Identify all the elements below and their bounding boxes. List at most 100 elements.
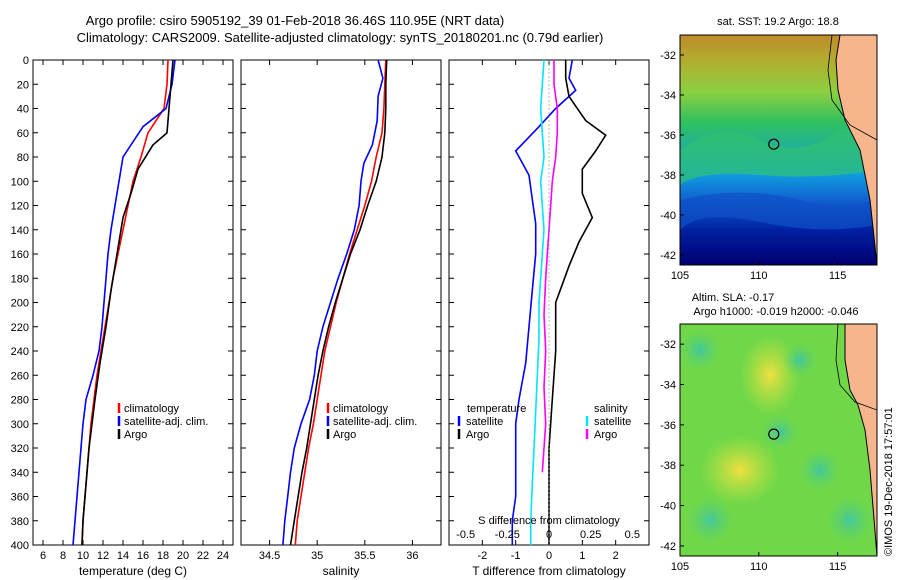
legend-label: satellite <box>466 416 503 428</box>
legend-label: climatology <box>124 403 180 415</box>
series-argo <box>81 59 174 546</box>
temperature-x-tick-label: 20 <box>177 550 189 562</box>
temperature-x-tick-label: 6 <box>40 550 46 562</box>
depth-tick-label: 380 <box>11 516 29 528</box>
sla-map: Altim. SLA: -0.17 Argo h1000: -0.019 h20… <box>660 292 878 573</box>
legend-label: climatology <box>333 403 389 415</box>
temperature-x-tick-label: 8 <box>60 550 66 562</box>
sla-cold-eddy-5 <box>685 495 735 545</box>
sla-map-lat-tick-label: -38 <box>660 460 676 472</box>
temperature-frame <box>32 59 234 546</box>
legend-label: Argo <box>333 429 356 441</box>
sst-map-lat-tick-label: -36 <box>660 130 676 142</box>
depth-tick-label: 100 <box>11 176 29 188</box>
difference-axes: -2 -1 0 1 2 T difference from climatology temp… <box>448 59 650 578</box>
legend-temperature-title: temperature <box>467 403 526 415</box>
sla-warm-eddy-2 <box>700 435 780 505</box>
legend-label: satellite-adj. clim. <box>333 416 417 428</box>
s-difference-tick-label: -0.5 <box>456 529 475 541</box>
sla-coastline <box>844 324 877 556</box>
sla-cold-eddy-3 <box>798 448 842 492</box>
sla-land <box>845 324 877 556</box>
sst-map-lon-tick-label: 110 <box>750 270 768 282</box>
sla-cold-eddy <box>680 328 722 372</box>
salinity-x-tick-label: 34.5 <box>259 550 280 562</box>
salinity-x-axis-label: salinity <box>323 564 360 578</box>
s-difference-tick-label: 0.25 <box>580 529 601 541</box>
depth-tick-label: 80 <box>17 152 29 164</box>
legend-label: satellite-adj. clim. <box>124 416 208 428</box>
depth-tick-label: 220 <box>11 322 29 334</box>
sla-map-lon-tick-label: 110 <box>750 561 768 573</box>
series-argo <box>289 59 388 546</box>
depth-tick-label: 340 <box>11 467 29 479</box>
temperature-x-tick-label: 14 <box>117 550 129 562</box>
depth-tick-label: 240 <box>11 346 29 358</box>
temperature-x-tick-label: 10 <box>77 550 89 562</box>
sst-map-title: sat. SST: 19.2 Argo: 18.8 <box>717 16 839 28</box>
legend-label: Argo <box>594 429 617 441</box>
s-difference-tick-label: -0.25 <box>495 529 520 541</box>
sst-cold-band <box>680 192 877 230</box>
legend-label: satellite <box>594 416 631 428</box>
difference-x-tick-label: 2 <box>613 550 619 562</box>
depth-tick-label: 60 <box>17 128 29 140</box>
legend-label: Argo <box>466 429 489 441</box>
depth-tick-label: 120 <box>11 201 29 213</box>
sst-map-lat-tick-label: -40 <box>660 210 676 222</box>
difference-x-axis-label: T difference from climatology <box>472 564 626 578</box>
sst-land <box>836 35 877 265</box>
temperature-x-tick-label: 12 <box>97 550 109 562</box>
sla-map-axes: 105 110 115 -32 -34 -36 -38 -40 -42 <box>660 339 846 573</box>
depth-tick-label: 200 <box>11 298 29 310</box>
depth-tick-label: 260 <box>11 370 29 382</box>
depth-tick-label: 400 <box>11 540 29 552</box>
sla-argo-location-marker <box>768 428 780 440</box>
temperature-x-tick-label: 18 <box>157 550 169 562</box>
legend-salinity-title: salinity <box>594 403 628 415</box>
temperature-x-tick-label: 24 <box>217 550 229 562</box>
imos-credit: ©IMOS 19-Dec-2018 17:57:01 <box>883 407 895 556</box>
header-title-line2: Climatology: CARS2009. Satellite-adjuste… <box>77 30 604 45</box>
series-s-satellite <box>529 59 545 545</box>
sla-map-subtitle: Argo h1000: -0.019 h2000: -0.046 <box>693 306 858 318</box>
salinity-x-tick-label: 35 <box>311 550 323 562</box>
sla-map-lat-tick-label: -40 <box>660 501 676 513</box>
sla-cold-eddy-6 <box>782 342 818 378</box>
series-climatology <box>294 59 387 546</box>
depth-tick-label: 40 <box>17 104 29 116</box>
sst-map-lat-tick-label: -38 <box>660 170 676 182</box>
sst-isobath <box>827 35 877 141</box>
depth-tick-label: 0 <box>23 55 29 67</box>
header-title-line1: Argo profile: csiro 5905192_39 01-Feb-20… <box>86 13 504 28</box>
depth-tick-label: 300 <box>11 419 29 431</box>
temperature-x-tick-label: 16 <box>137 550 149 562</box>
sla-map-lat-tick-label: -34 <box>660 380 676 392</box>
depth-tick-label: 360 <box>11 492 29 504</box>
difference-x-tick-label: 1 <box>579 550 585 562</box>
depth-tick-label: 160 <box>11 249 29 261</box>
temperature-x-tick-label: 22 <box>197 550 209 562</box>
salinity-x-tick-label: 36 <box>406 550 418 562</box>
difference-x-tick-label: -1 <box>511 550 521 562</box>
salinity-x-tick-label: 35.5 <box>354 550 375 562</box>
temperature-axes: 0 20 40 60 80 100 120 140 160 180 200 220 240 260 280 3… <box>11 55 234 578</box>
sla-map-lon-tick-label: 115 <box>829 561 847 573</box>
sst-map-frame <box>679 34 878 266</box>
sst-map-lat-tick-label: -32 <box>660 50 676 62</box>
sla-map-title: Altim. SLA: -0.17 <box>692 292 775 304</box>
sla-cold-eddy-2 <box>760 414 800 450</box>
depth-tick-label: 320 <box>11 443 29 455</box>
sla-map-lat-tick-label: -36 <box>660 420 676 432</box>
sst-argo-location-marker <box>768 138 780 150</box>
sst-map-lat-tick-label: -34 <box>660 90 676 102</box>
series-t-satellite <box>511 59 577 545</box>
series-satellite-adj-clim- <box>282 59 384 546</box>
sst-front-band <box>680 130 877 185</box>
salinity-frame <box>240 59 442 546</box>
s-difference-tick-label: 0 <box>546 529 552 541</box>
series-s-argo <box>541 60 559 473</box>
sla-map-frame <box>679 323 878 557</box>
